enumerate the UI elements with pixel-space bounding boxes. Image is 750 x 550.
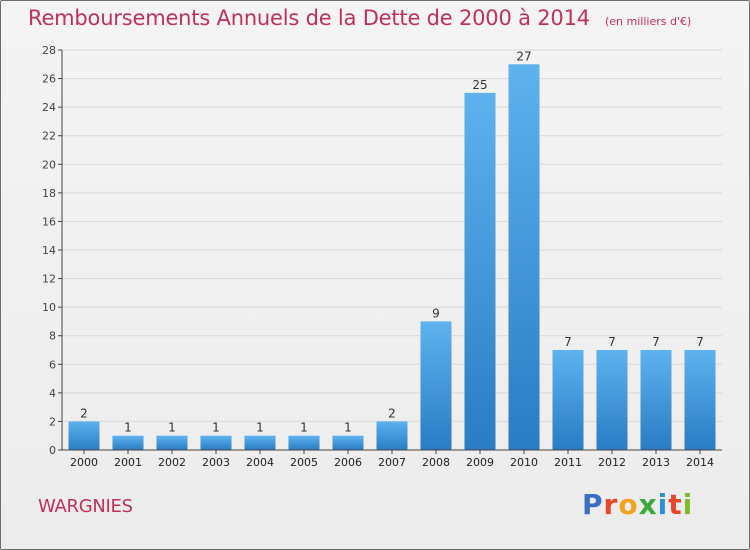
- value-label: 1: [168, 421, 176, 435]
- logo-letter: x: [638, 488, 658, 521]
- x-tick-label: 2005: [290, 456, 318, 469]
- bar-2003: [200, 435, 232, 450]
- grid-layer: [62, 49, 722, 422]
- x-tick-label: 2004: [246, 456, 274, 469]
- bar-2013: [640, 350, 672, 450]
- value-label: 2: [388, 406, 396, 420]
- bar-2000: [68, 421, 100, 450]
- y-tick-label: 18: [42, 187, 56, 200]
- bar-2004: [244, 435, 276, 450]
- y-tick-label: 10: [42, 301, 56, 314]
- x-tick-label: 2006: [334, 456, 362, 469]
- bar-2012: [596, 350, 628, 450]
- x-tick-label: 2007: [378, 456, 406, 469]
- x-tick-label: 2013: [642, 456, 670, 469]
- bar-2001: [112, 435, 144, 450]
- bar-2002: [156, 435, 188, 450]
- x-tick-label: 2003: [202, 456, 230, 469]
- logo-letter: r: [603, 488, 619, 521]
- value-label: 1: [124, 421, 132, 435]
- x-tick-label: 2012: [598, 456, 626, 469]
- bar-2006: [332, 435, 364, 450]
- x-tick-label: 2011: [554, 456, 582, 469]
- x-tick-label: 2014: [686, 456, 714, 469]
- proxiti-logo: Proxiti: [582, 488, 693, 521]
- y-tick-label: 16: [42, 215, 56, 228]
- y-tick-label: 2: [49, 415, 56, 428]
- y-tick-label: 22: [42, 130, 56, 143]
- y-tick-label: 6: [49, 358, 56, 371]
- bar-2014: [684, 350, 716, 450]
- value-label: 7: [696, 335, 704, 349]
- value-label: 7: [652, 335, 660, 349]
- bars-layer: [68, 64, 716, 451]
- bar-2009: [464, 92, 496, 450]
- x-tick-label: 2001: [114, 456, 142, 469]
- y-tick-label: 24: [42, 101, 56, 114]
- logo-letter: t: [668, 488, 683, 521]
- chart-title-block: Remboursements Annuels de la Dette de 20…: [28, 6, 691, 30]
- bar-2011: [552, 350, 584, 450]
- bar-2007: [376, 421, 408, 450]
- y-tick-label: 0: [49, 444, 56, 457]
- commune-name: WARGNIES: [38, 496, 133, 517]
- y-tick-label: 26: [42, 73, 56, 86]
- value-label: 7: [608, 335, 616, 349]
- value-label: 27: [516, 49, 531, 63]
- y-tick-label: 8: [49, 330, 56, 343]
- bar-2010: [508, 64, 540, 451]
- x-tick-label: 2010: [510, 456, 538, 469]
- logo-letter: P: [582, 488, 604, 521]
- value-label: 2: [80, 406, 88, 420]
- y-tick-label: 4: [49, 387, 56, 400]
- value-label: 7: [564, 335, 572, 349]
- logo-letter: o: [618, 488, 639, 521]
- x-tick-label: 2002: [158, 456, 186, 469]
- value-label: 1: [344, 421, 352, 435]
- y-tick-label: 12: [42, 273, 56, 286]
- y-tick-label: 28: [42, 44, 56, 57]
- value-label: 1: [256, 421, 264, 435]
- bar-2005: [288, 435, 320, 450]
- y-tick-label: 14: [42, 244, 56, 257]
- value-label: 1: [300, 421, 308, 435]
- x-tick-label: 2009: [466, 456, 494, 469]
- chart-unit: (en milliers d'€): [605, 15, 692, 28]
- value-label: 25: [472, 78, 487, 92]
- logo-letter: i: [682, 488, 694, 521]
- x-tick-label: 2000: [70, 456, 98, 469]
- bar-2008: [420, 321, 452, 450]
- x-tick-label: 2008: [422, 456, 450, 469]
- chart-title: Remboursements Annuels de la Dette de 20…: [28, 6, 590, 30]
- labels-layer: 2 1 1 1 1 1 1 2 9 25 27 7 7 7 7: [80, 49, 704, 434]
- y-tick-label: 20: [42, 158, 56, 171]
- value-label: 9: [432, 306, 440, 320]
- logo-letter: i: [657, 488, 669, 521]
- value-label: 1: [212, 421, 220, 435]
